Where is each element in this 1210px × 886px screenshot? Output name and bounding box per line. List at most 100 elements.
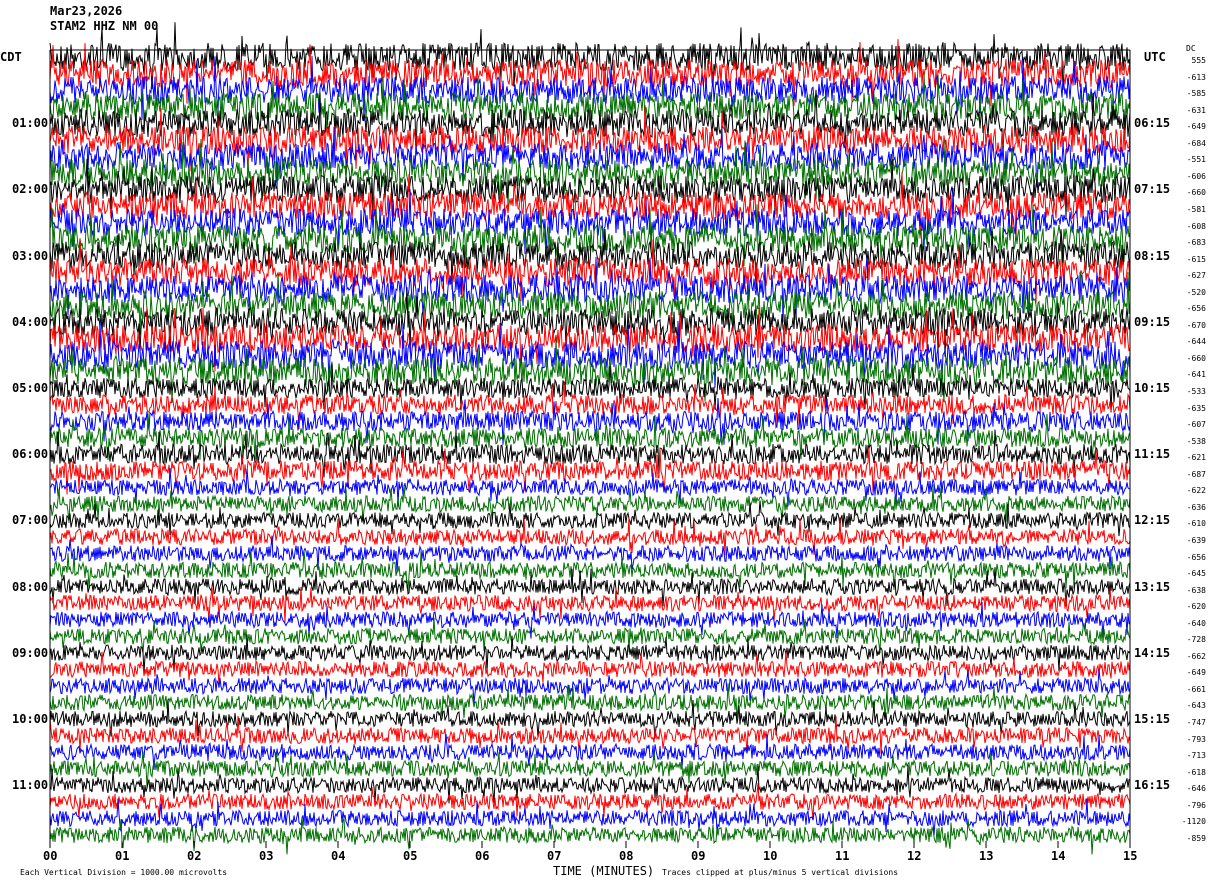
x-tick-label: 01 — [115, 849, 130, 863]
dc-offset-43: -618 — [1186, 767, 1206, 777]
trace-28 — [49, 500, 1131, 537]
x-tick-label: 02 — [187, 849, 202, 863]
dc-offset-28: -610 — [1186, 519, 1206, 529]
trace-5 — [49, 104, 1131, 172]
dc-offset-7: -606 — [1186, 171, 1206, 181]
trace-39 — [49, 683, 1131, 720]
x-tick-label: 00 — [43, 849, 58, 863]
dc-offset-3: -631 — [1186, 105, 1206, 115]
dc-offset-1: -613 — [1186, 72, 1206, 82]
dc-offset-38: -661 — [1186, 684, 1206, 694]
dc-offset-0: 555 — [1191, 56, 1206, 65]
right-hour-label: 07:15 — [1134, 182, 1171, 197]
dc-offset-17: -644 — [1186, 337, 1206, 347]
trace-42 — [49, 734, 1131, 770]
dc-offset-47: -859 — [1186, 833, 1206, 843]
dc-offset-22: -607 — [1186, 420, 1206, 430]
x-tick-label: 13 — [979, 849, 994, 863]
right-hour-label: 06:15 — [1134, 116, 1171, 131]
scale-note: Each Vertical Division = 1000.00 microvo… — [20, 868, 228, 877]
right-hour-label: 16:15 — [1134, 778, 1171, 793]
left-hour-label: 11:00 — [12, 778, 49, 793]
clip-note: Traces clipped at plus/minus 5 vertical … — [662, 868, 899, 877]
trace-6 — [49, 126, 1131, 188]
dc-offset-29: -639 — [1186, 535, 1206, 545]
trace-40 — [49, 699, 1131, 739]
left-hour-label: 04:00 — [12, 314, 49, 329]
trace-45 — [49, 783, 1131, 820]
trace-16 — [49, 287, 1131, 357]
trace-22 — [49, 397, 1131, 445]
trace-37 — [49, 651, 1131, 685]
trace-26 — [49, 468, 1130, 507]
dc-offset-23: -538 — [1186, 436, 1206, 446]
dc-offset-41: -793 — [1186, 734, 1206, 744]
trace-1 — [49, 39, 1131, 106]
trace-17 — [49, 307, 1131, 373]
left-hour-label: 03:00 — [12, 248, 49, 263]
dc-offset-44: -646 — [1186, 784, 1206, 794]
trace-36 — [49, 634, 1131, 673]
x-tick-label: 03 — [259, 849, 274, 863]
dc-offset-34: -640 — [1186, 618, 1206, 628]
trace-32 — [49, 567, 1131, 607]
dc-offset-32: -638 — [1186, 585, 1206, 595]
trace-35 — [49, 617, 1131, 654]
left-hour-label: 06:00 — [12, 447, 49, 462]
dc-offset-10: -608 — [1186, 221, 1206, 231]
trace-8 — [49, 155, 1131, 219]
trace-15 — [49, 271, 1131, 337]
trace-23 — [49, 413, 1131, 461]
dc-offset-39: -643 — [1186, 701, 1206, 711]
right-hour-label: 08:15 — [1134, 248, 1171, 263]
trace-30 — [49, 535, 1131, 574]
x-tick-label: 15 — [1123, 849, 1138, 863]
right-hour-label: 12:15 — [1134, 513, 1171, 528]
trace-3 — [49, 72, 1131, 140]
dc-offset-15: -656 — [1186, 304, 1206, 314]
dc-offset-4: -649 — [1186, 122, 1206, 132]
dc-offset-45: -796 — [1186, 800, 1206, 810]
x-tick-label: 08 — [619, 849, 634, 863]
dc-offset-16: -670 — [1186, 320, 1206, 330]
trace-34 — [49, 601, 1131, 639]
x-axis-label: TIME (MINUTES) — [553, 864, 655, 878]
x-tick-label: 07 — [547, 849, 562, 863]
dc-offset-26: -622 — [1186, 486, 1206, 496]
x-tick-label: 04 — [331, 849, 346, 863]
trace-43 — [49, 751, 1131, 789]
dc-offset-46: -1120 — [1181, 817, 1206, 827]
x-tick-label: 06 — [475, 849, 490, 863]
trace-47 — [49, 816, 1131, 855]
trace-27 — [49, 484, 1131, 523]
left-hour-label: 10:00 — [12, 712, 49, 726]
left-hour-label: 02:00 — [12, 182, 49, 197]
dc-offset-9: -581 — [1186, 204, 1206, 214]
trace-19 — [49, 337, 1131, 403]
x-tick-label: 10 — [763, 849, 778, 863]
left-timezone: CDT — [0, 50, 22, 64]
dc-offset-25: -687 — [1186, 469, 1206, 479]
dc-offset-13: -627 — [1186, 271, 1206, 281]
x-tick-label: 11 — [835, 849, 850, 863]
dc-offset-6: -551 — [1186, 155, 1206, 165]
dc-offset-14: -520 — [1186, 287, 1206, 297]
trace-2 — [49, 55, 1131, 122]
trace-13 — [49, 239, 1131, 305]
right-timezone: UTC — [1144, 50, 1166, 64]
dc-offset-8: -660 — [1186, 188, 1206, 198]
trace-31 — [49, 550, 1131, 592]
dc-offset-11: -683 — [1186, 238, 1206, 248]
trace-25 — [49, 446, 1131, 495]
dc-offset-27: -636 — [1186, 502, 1206, 512]
dc-offset-5: -684 — [1186, 138, 1206, 148]
dc-offset-40: -747 — [1186, 718, 1206, 727]
trace-29 — [49, 516, 1131, 556]
dc-offset-19: -641 — [1186, 370, 1206, 380]
dc-offset-2: -585 — [1186, 89, 1206, 99]
trace-46 — [49, 798, 1131, 836]
dc-offset-12: -615 — [1186, 254, 1206, 264]
trace-10 — [49, 187, 1131, 256]
dc-offset-18: -660 — [1186, 353, 1206, 363]
